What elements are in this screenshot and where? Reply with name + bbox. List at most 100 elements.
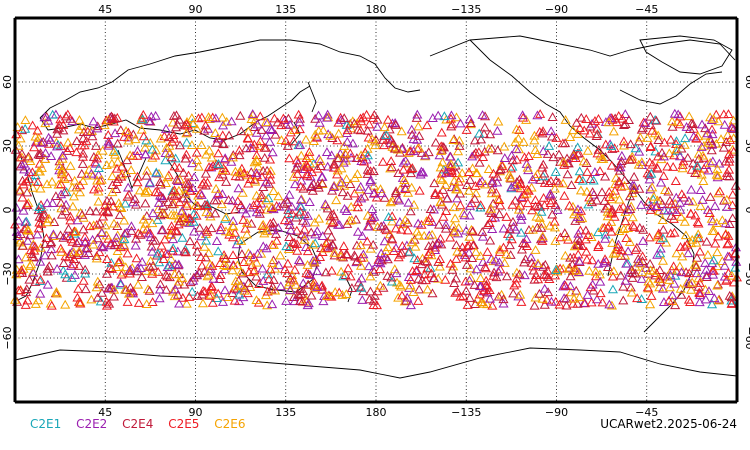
observation-marker (577, 213, 588, 223)
observation-marker (422, 263, 433, 273)
observation-marker (613, 239, 624, 249)
observation-marker (171, 174, 182, 184)
observation-marker (643, 196, 654, 206)
observation-marker (180, 188, 191, 198)
observation-marker (272, 117, 283, 127)
observation-marker (652, 201, 663, 211)
observation-marker (325, 211, 336, 221)
observation-marker (296, 229, 307, 239)
observation-marker (724, 134, 736, 144)
observation-marker (455, 200, 466, 210)
observation-marker (502, 229, 514, 238)
observation-marker (594, 166, 606, 175)
observation-marker (430, 188, 441, 197)
observation-marker (249, 265, 260, 275)
observation-marker (358, 156, 370, 166)
observation-marker (147, 208, 159, 218)
observation-marker (392, 144, 404, 154)
observation-marker (681, 239, 692, 249)
observation-marker (342, 125, 353, 135)
observation-marker (227, 195, 238, 205)
observation-marker (479, 146, 490, 156)
observation-marker (446, 121, 457, 131)
observation-marker (470, 247, 481, 256)
observation-marker (550, 166, 561, 176)
observation-marker (529, 300, 540, 310)
observation-marker (124, 268, 135, 278)
observation-marker (218, 139, 229, 149)
observation-marker (553, 149, 565, 159)
observation-marker (595, 276, 606, 286)
observation-marker (81, 170, 92, 180)
observation-marker (143, 186, 154, 195)
observation-marker (34, 211, 45, 221)
observation-marker (263, 274, 274, 284)
observation-marker (195, 188, 206, 198)
observation-marker (537, 162, 548, 172)
observation-marker (122, 248, 133, 258)
observation-marker (616, 150, 627, 160)
observation-marker (568, 293, 580, 303)
lon-label-bottom: 45 (98, 406, 112, 419)
observation-marker (158, 254, 169, 263)
observation-marker (468, 240, 479, 249)
observation-marker (132, 279, 144, 289)
observation-marker (42, 279, 53, 289)
observation-marker (262, 117, 273, 127)
observation-marker (103, 282, 115, 292)
observation-marker (233, 183, 244, 193)
observation-marker (265, 264, 276, 274)
observation-marker (508, 288, 519, 298)
observation-marker (667, 121, 678, 131)
observation-marker (448, 261, 459, 271)
observation-marker (580, 234, 591, 244)
observation-marker (362, 210, 373, 220)
observation-marker (686, 284, 697, 294)
observation-marker (21, 216, 32, 226)
observation-marker (694, 297, 705, 307)
observation-marker (322, 203, 333, 213)
observation-marker (290, 279, 301, 289)
observation-marker (394, 280, 405, 289)
observation-marker (265, 165, 276, 175)
observation-marker (545, 188, 556, 198)
observation-marker (312, 282, 323, 291)
observation-marker (289, 237, 300, 247)
observation-marker (665, 134, 676, 144)
observation-marker (67, 182, 78, 192)
observation-marker (43, 115, 54, 125)
observation-marker (680, 230, 691, 240)
observation-marker (346, 215, 357, 225)
observation-marker (653, 130, 664, 140)
observation-marker (335, 178, 346, 188)
observation-marker (488, 168, 499, 178)
observation-marker (441, 167, 452, 177)
observation-marker (691, 268, 703, 278)
observation-marker (695, 200, 706, 210)
observation-marker (727, 189, 738, 199)
observation-marker (562, 169, 573, 179)
observation-marker (91, 206, 102, 216)
observation-marker (568, 209, 580, 219)
observation-marker (486, 203, 497, 213)
observation-marker (157, 192, 169, 202)
observation-marker (237, 187, 248, 197)
observation-marker (352, 202, 363, 212)
observation-marker (706, 213, 717, 223)
observation-marker (329, 159, 340, 169)
observation-marker (265, 154, 276, 164)
observation-marker (35, 199, 47, 209)
observation-marker (629, 180, 640, 190)
observation-marker (91, 253, 102, 263)
observation-marker (218, 260, 230, 269)
observation-marker (322, 161, 333, 171)
observation-marker (355, 150, 367, 160)
observation-marker (203, 248, 214, 257)
observation-marker (454, 141, 465, 150)
observation-marker (181, 298, 192, 308)
observation-marker (101, 268, 112, 278)
observation-marker (356, 273, 367, 283)
observation-marker (260, 142, 271, 152)
observation-marker (24, 230, 36, 240)
observation-marker (693, 148, 704, 158)
